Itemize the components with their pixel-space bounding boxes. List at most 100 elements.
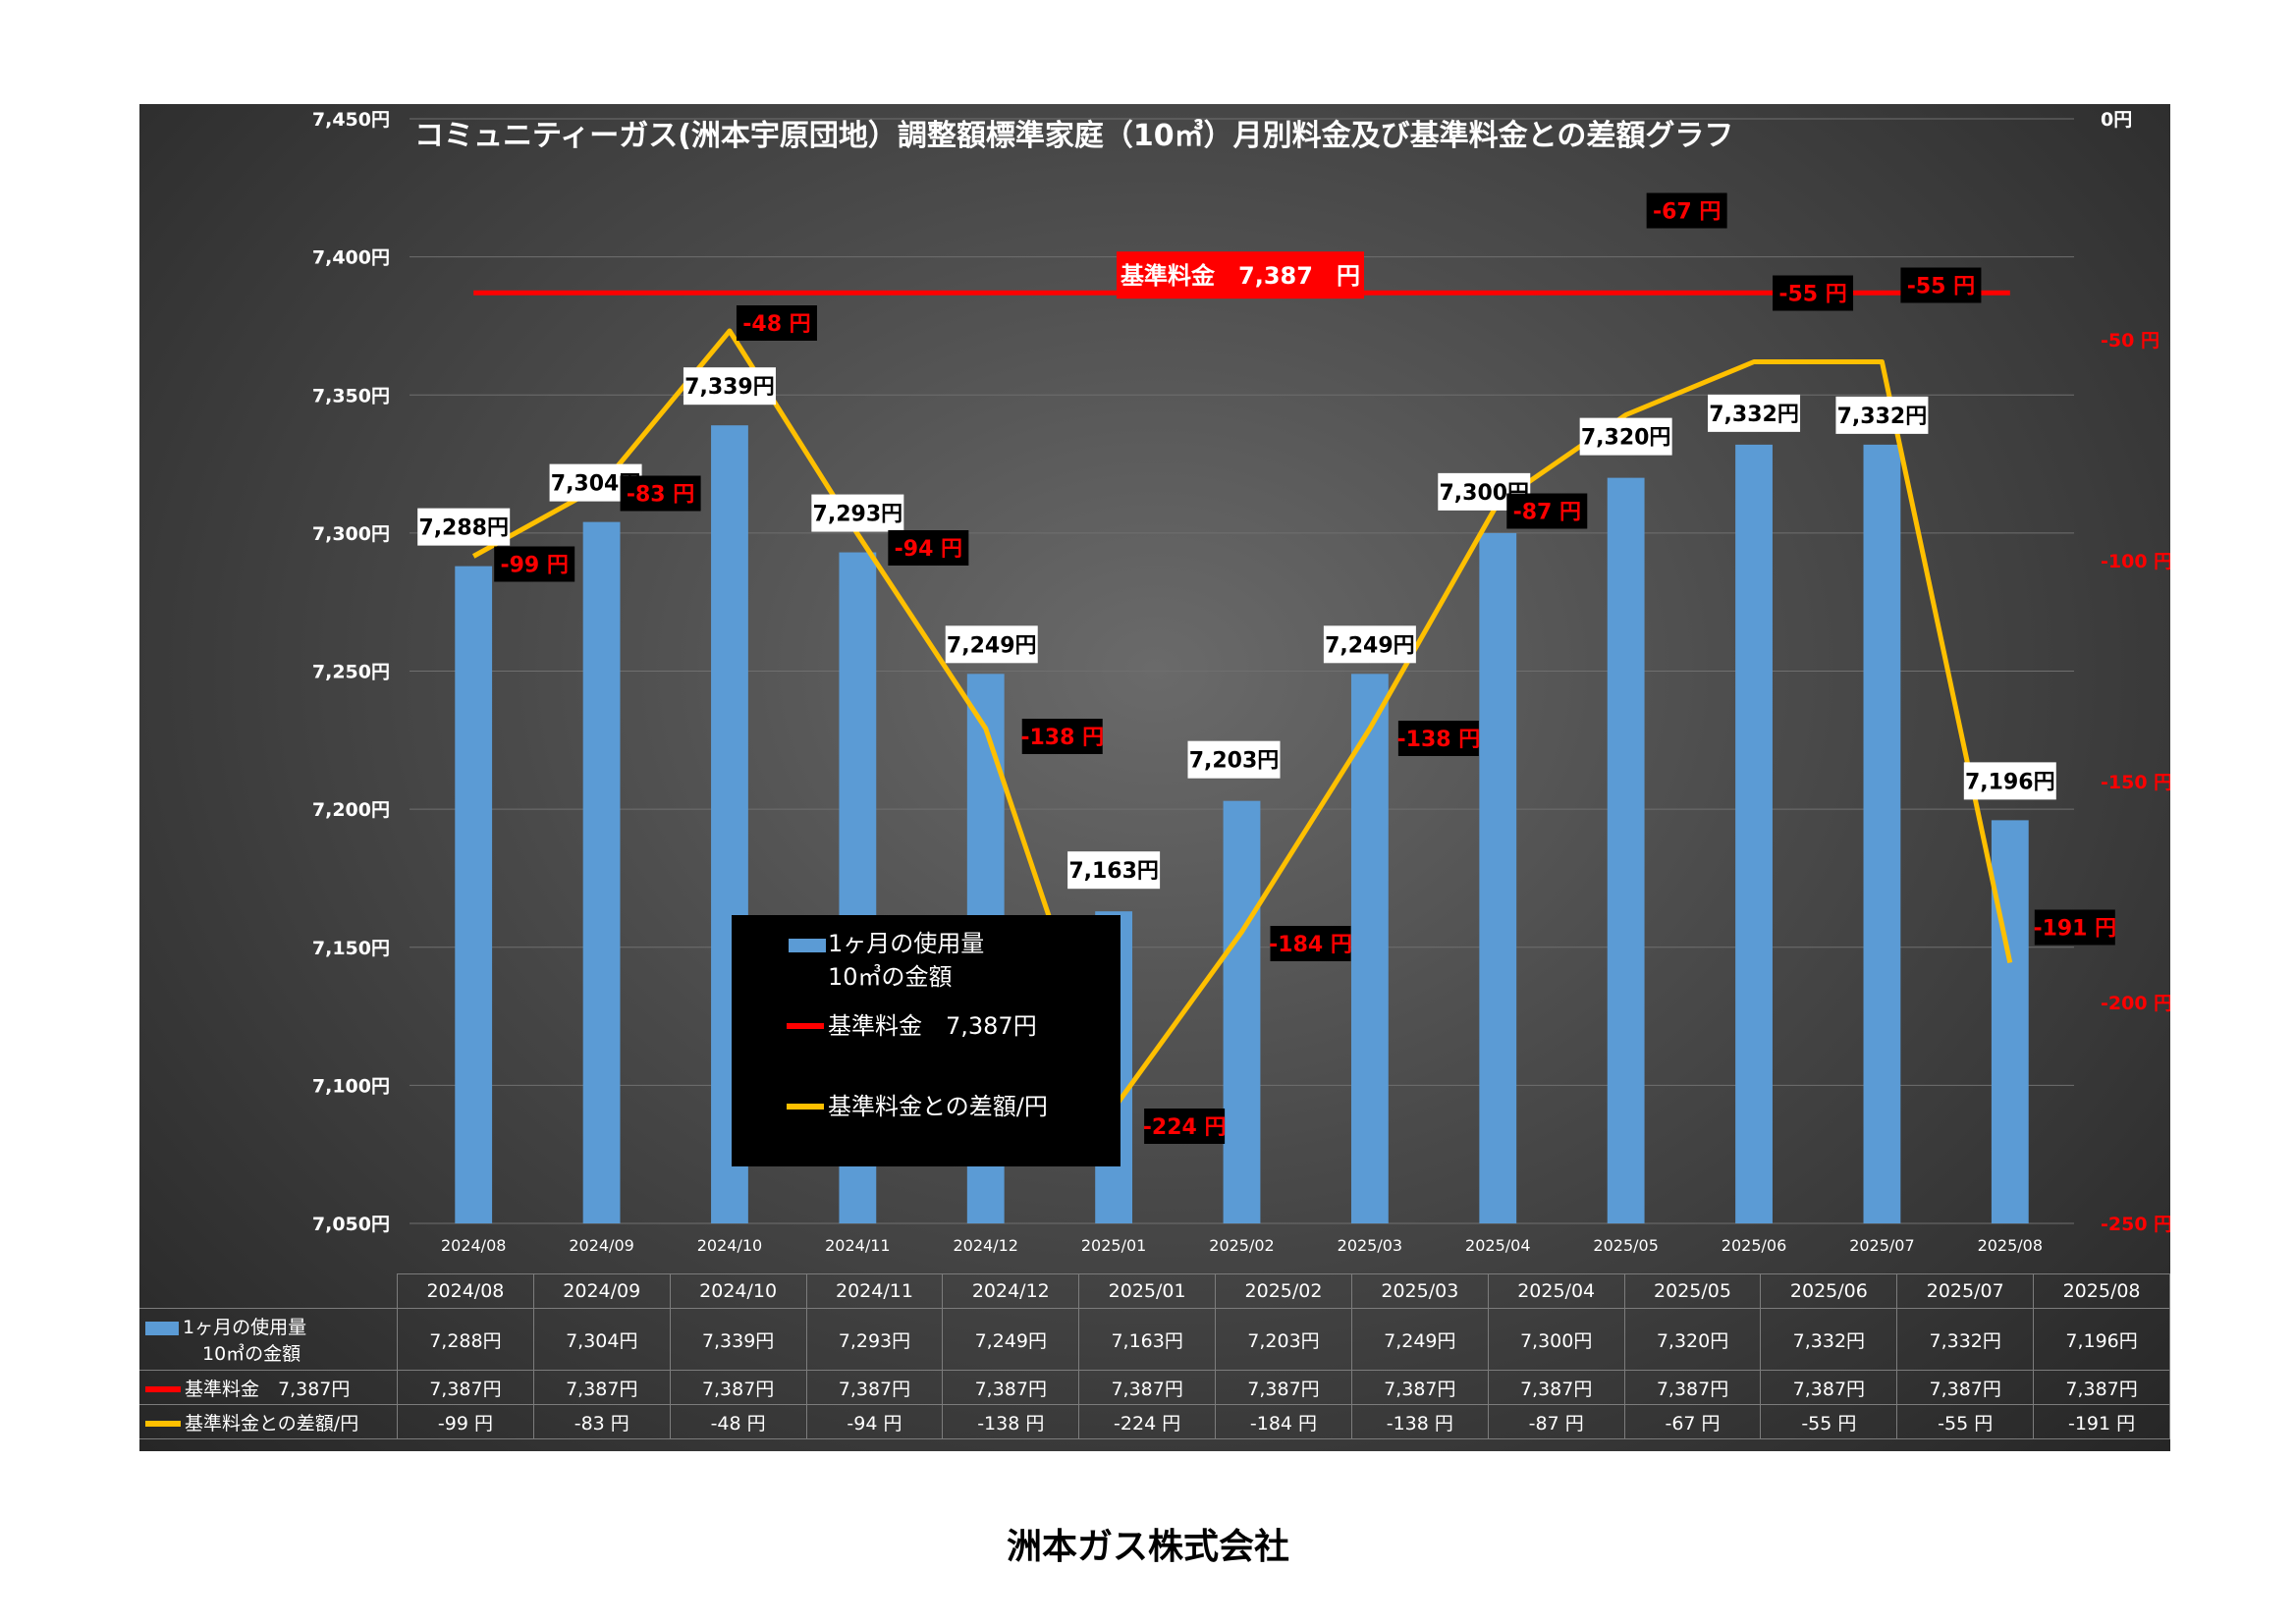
diff-value-label: -224 円 <box>1143 1115 1227 1140</box>
bar-value-label: 7,163円 <box>1068 859 1159 884</box>
table-row-base: 基準料金 7,387円 7,387円 7,387円 7,387円 7,387円 7,38… <box>139 1370 2170 1405</box>
table-usage-label-1: 1ヶ月の使用量 <box>183 1317 307 1338</box>
x-tick-label: 2024/11 <box>825 1236 890 1255</box>
diff-value-box <box>1900 267 1982 303</box>
table-usage-label-2: 10㎥の金額 <box>202 1343 301 1365</box>
table-cell-usage: 7,320円 <box>1623 1308 1762 1371</box>
bar-value-label: 7,249円 <box>947 633 1037 658</box>
table-cell-diff: -55 円 <box>1896 1404 2035 1439</box>
bar-value-box <box>683 367 776 406</box>
table-header-cell: 2024/09 <box>532 1273 671 1309</box>
chart-legend: 1ヶ月の使用量 10㎥の金額 基準料金 7,387円 基準料金との差額/円 <box>732 915 1121 1166</box>
table-cell-diff: -184 円 <box>1215 1404 1352 1439</box>
table-cell-diff: -48 円 <box>669 1404 807 1439</box>
legend-diff-label: 基準料金との差額/円 <box>828 1093 1048 1120</box>
table-header-cell: 2025/05 <box>1623 1273 1762 1309</box>
table-cell-usage: 7,203円 <box>1215 1308 1352 1371</box>
diff-value-label: -99 円 <box>500 554 568 578</box>
diff-value-box <box>1021 719 1103 754</box>
x-tick-label: 2025/07 <box>1849 1236 1914 1255</box>
legend-base-swatch <box>787 1023 824 1029</box>
bar-value-label: 7,249円 <box>1325 633 1415 658</box>
x-tick-label: 2025/08 <box>1978 1236 2043 1255</box>
table-cell-usage: 7,288円 <box>397 1308 534 1371</box>
right-tick-label: -200 円 <box>2101 993 2170 1014</box>
x-tick-label: 2024/12 <box>953 1236 1017 1255</box>
bar-2025/07 <box>1863 444 1901 1223</box>
x-tick-label: 2025/05 <box>1593 1236 1658 1255</box>
left-tick-label: 7,150円 <box>312 938 390 959</box>
table-diff-swatch <box>145 1421 181 1427</box>
left-tick-label: 7,300円 <box>312 523 390 545</box>
diff-value-box <box>888 530 969 566</box>
bar-value-box <box>417 508 511 546</box>
legend-base-label: 基準料金 7,387円 <box>828 1012 1037 1040</box>
x-tick-label: 2025/02 <box>1209 1236 1274 1255</box>
diff-value-label: -55 円 <box>1778 283 1846 307</box>
bar-value-label: 7,339円 <box>684 375 775 400</box>
right-tick-label: -100 円 <box>2101 551 2170 572</box>
diff-value-label: -55 円 <box>1907 275 1975 299</box>
right-tick-label: -250 円 <box>2101 1214 2170 1235</box>
bar-2024/09 <box>582 521 621 1223</box>
left-tick-label: 7,250円 <box>312 662 390 683</box>
table-cell-diff: -138 円 <box>942 1404 1080 1439</box>
table-cell-base: 7,387円 <box>1896 1370 2035 1405</box>
diff-value-label: -184 円 <box>1269 933 1352 957</box>
diff-value-box <box>736 305 817 341</box>
table-header-cell: 2024/11 <box>805 1273 944 1309</box>
table-cell-base: 7,387円 <box>1760 1370 1898 1405</box>
table-cell-usage: 7,163円 <box>1078 1308 1217 1371</box>
table-cell-usage: 7,332円 <box>1760 1308 1898 1371</box>
left-tick-label: 7,400円 <box>312 247 390 269</box>
x-tick-label: 2025/03 <box>1338 1236 1402 1255</box>
table-cell-base: 7,387円 <box>1078 1370 1217 1405</box>
diff-value-box <box>1270 926 1351 961</box>
diff-value-label: -87 円 <box>1513 501 1581 525</box>
table-corner <box>139 1273 398 1309</box>
table-cell-diff: -191 円 <box>2033 1404 2170 1439</box>
left-tick-label: 7,050円 <box>312 1214 390 1235</box>
bar-value-box <box>1067 851 1161 890</box>
bar-value-box <box>1323 625 1416 664</box>
table-cell-usage: 7,196円 <box>2033 1308 2170 1371</box>
table-header-cell: 2024/08 <box>397 1273 534 1309</box>
table-header-cell: 2024/10 <box>669 1273 807 1309</box>
table-cell-usage: 7,249円 <box>942 1308 1080 1371</box>
table-row-diff: 基準料金との差額/円 -99 円 -83 円 -48 円 -94 円 -138 円 -22… <box>139 1404 2170 1439</box>
table-cell-usage: 7,300円 <box>1487 1308 1625 1371</box>
bar-2025/02 <box>1223 800 1261 1223</box>
table-cell-base: 7,387円 <box>1350 1370 1489 1405</box>
diff-value-box <box>1773 275 1854 311</box>
bar-value-box <box>1579 417 1672 456</box>
legend-bar-label-1: 1ヶ月の使用量 <box>828 930 985 957</box>
table-cell-base: 7,387円 <box>1623 1370 1762 1405</box>
legend-bar-label-2: 10㎥の金額 <box>828 963 953 991</box>
table-cell-base: 7,387円 <box>942 1370 1080 1405</box>
bar-2025/03 <box>1350 674 1389 1223</box>
table-cell-usage: 7,332円 <box>1896 1308 2035 1371</box>
table-cell-usage: 7,293円 <box>805 1308 944 1371</box>
table-cell-usage: 7,249円 <box>1350 1308 1489 1371</box>
diff-value-label: -94 円 <box>895 537 962 562</box>
bar-value-box <box>1835 396 1929 434</box>
table-cell-diff: -138 円 <box>1350 1404 1489 1439</box>
bar-value-label: 7,293円 <box>813 503 903 527</box>
diff-value-box <box>1144 1109 1226 1144</box>
bar-2025/05 <box>1607 477 1645 1223</box>
x-tick-label: 2025/01 <box>1081 1236 1146 1255</box>
table-header-cell: 2025/08 <box>2033 1273 2170 1309</box>
bar-value-label: 7,196円 <box>1965 770 2055 794</box>
chart-svg: 7,050円 7,100円 7,150円 7,200円 7,250円 7,300円 7,35… <box>312 109 2170 1255</box>
table-rowhead-base: 基準料金 7,387円 <box>139 1370 398 1405</box>
table-cell-base: 7,387円 <box>805 1370 944 1405</box>
bar-value-label: 7,332円 <box>1709 403 1799 427</box>
bar-2025/08 <box>1991 820 2029 1223</box>
bar-2025/04 <box>1479 532 1517 1223</box>
x-tick-label: 2025/06 <box>1722 1236 1786 1255</box>
table-header-cell: 2025/06 <box>1760 1273 1898 1309</box>
table-cell-diff: -83 円 <box>532 1404 671 1439</box>
table-cell-usage: 7,339円 <box>669 1308 807 1371</box>
right-tick-label: 0円 <box>2101 109 2132 131</box>
diff-value-box <box>494 546 575 582</box>
